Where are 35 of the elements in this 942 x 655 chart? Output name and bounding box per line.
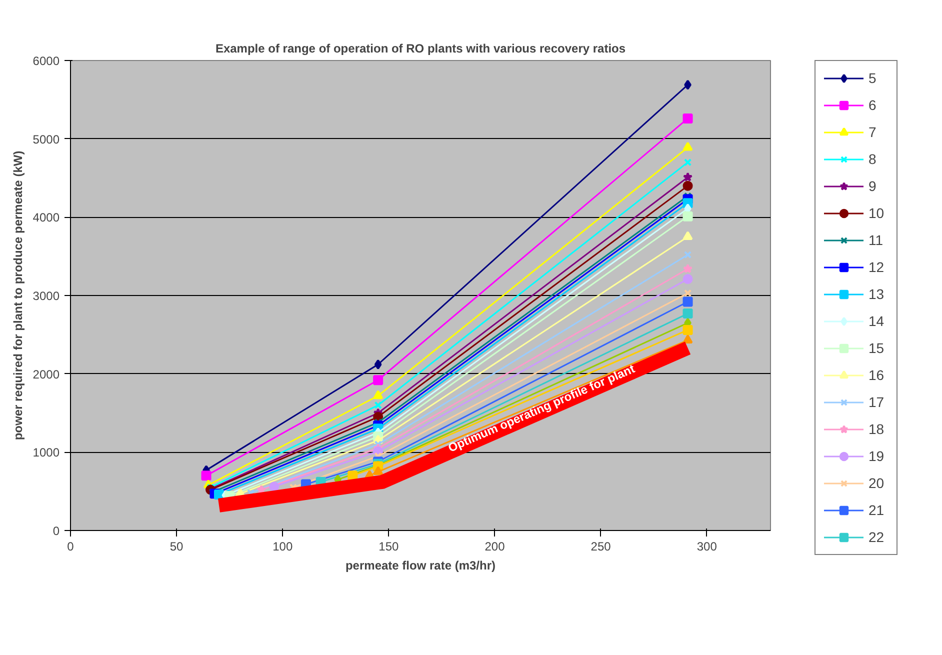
legend-label: 7 <box>868 123 878 141</box>
x-tick-label: 200 <box>484 540 506 554</box>
legend-label: 6 <box>868 96 878 114</box>
y-tick-label: 6000 <box>32 54 60 68</box>
legend-label: 14 <box>868 312 886 330</box>
y-tick-label: 1000 <box>32 446 60 460</box>
x-tick-label: 0 <box>67 540 74 554</box>
chart-title: Example of range of operation of RO plants with various recovery ratios <box>215 42 626 56</box>
y-tick-label: 2000 <box>32 367 60 382</box>
legend-label: 18 <box>868 420 886 438</box>
legend-label: 20 <box>868 474 886 492</box>
y-tick-label: 0 <box>52 524 60 538</box>
legend-label: 5 <box>868 69 878 87</box>
legend-label: 22 <box>868 528 886 546</box>
y-tick-label: 3000 <box>32 289 60 303</box>
legend-label: 21 <box>868 501 886 519</box>
y-tick-label: 4000 <box>32 210 60 225</box>
x-tick-label: 250 <box>590 540 612 554</box>
legend-label: 15 <box>868 339 886 357</box>
x-axis-title: permeate flow rate (m3/hr) <box>345 558 496 572</box>
legend-label: 16 <box>868 366 886 384</box>
y-axis-title: power required for plant to produce permeate (kW) <box>10 150 25 440</box>
x-tick-label: 300 <box>696 540 718 554</box>
legend-label: 8 <box>868 150 878 168</box>
x-tick-label: 50 <box>170 540 184 554</box>
legend-label: 13 <box>868 285 886 303</box>
legend-label: 11 <box>868 231 884 249</box>
x-tick-label: 150 <box>378 540 400 554</box>
legend-label: 19 <box>868 447 886 465</box>
legend-label: 10 <box>868 204 886 222</box>
legend-label: 12 <box>868 258 886 276</box>
y-tick-label: 5000 <box>32 132 60 146</box>
x-tick-label: 100 <box>272 540 293 554</box>
legend-label: 17 <box>868 393 886 411</box>
legend-label: 9 <box>868 177 878 195</box>
